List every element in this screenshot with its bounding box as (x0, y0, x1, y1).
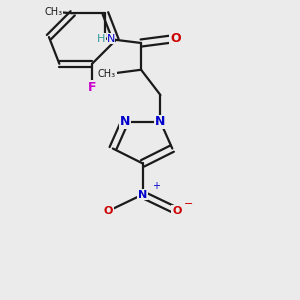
Text: N: N (155, 115, 166, 128)
Text: O: O (104, 206, 113, 216)
Text: −: − (184, 199, 193, 208)
Text: O: O (170, 32, 181, 45)
Text: O: O (172, 206, 182, 216)
Text: N: N (107, 34, 115, 44)
Text: +: + (152, 181, 160, 191)
Text: CH₃: CH₃ (98, 69, 116, 79)
Text: H: H (97, 34, 105, 44)
Text: F: F (88, 81, 96, 94)
Text: N: N (119, 115, 130, 128)
Text: N: N (138, 190, 147, 200)
Text: CH₃: CH₃ (44, 7, 62, 17)
